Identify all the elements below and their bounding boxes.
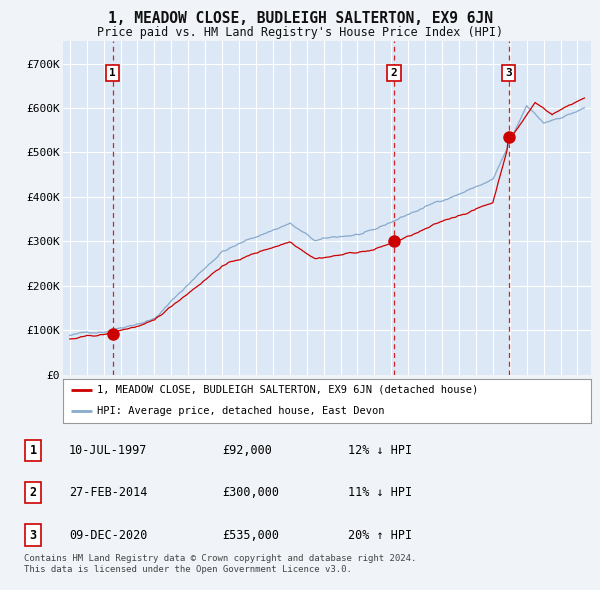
Text: 1: 1 — [109, 68, 116, 78]
Text: This data is licensed under the Open Government Licence v3.0.: This data is licensed under the Open Gov… — [24, 565, 352, 573]
Text: £300,000: £300,000 — [222, 486, 279, 499]
Text: 2: 2 — [391, 68, 397, 78]
Text: 11% ↓ HPI: 11% ↓ HPI — [348, 486, 412, 499]
Text: Price paid vs. HM Land Registry's House Price Index (HPI): Price paid vs. HM Land Registry's House … — [97, 26, 503, 39]
Text: HPI: Average price, detached house, East Devon: HPI: Average price, detached house, East… — [97, 406, 385, 415]
Text: 3: 3 — [505, 68, 512, 78]
Text: £535,000: £535,000 — [222, 529, 279, 542]
Text: 1, MEADOW CLOSE, BUDLEIGH SALTERTON, EX9 6JN: 1, MEADOW CLOSE, BUDLEIGH SALTERTON, EX9… — [107, 11, 493, 27]
Text: 09-DEC-2020: 09-DEC-2020 — [69, 529, 148, 542]
Text: 27-FEB-2014: 27-FEB-2014 — [69, 486, 148, 499]
Text: 10-JUL-1997: 10-JUL-1997 — [69, 444, 148, 457]
Text: 1: 1 — [29, 444, 37, 457]
Text: 1, MEADOW CLOSE, BUDLEIGH SALTERTON, EX9 6JN (detached house): 1, MEADOW CLOSE, BUDLEIGH SALTERTON, EX9… — [97, 385, 479, 395]
Text: £92,000: £92,000 — [222, 444, 272, 457]
Text: 12% ↓ HPI: 12% ↓ HPI — [348, 444, 412, 457]
Text: 2: 2 — [29, 486, 37, 499]
Text: 20% ↑ HPI: 20% ↑ HPI — [348, 529, 412, 542]
Text: Contains HM Land Registry data © Crown copyright and database right 2024.: Contains HM Land Registry data © Crown c… — [24, 554, 416, 563]
Text: 3: 3 — [29, 529, 37, 542]
